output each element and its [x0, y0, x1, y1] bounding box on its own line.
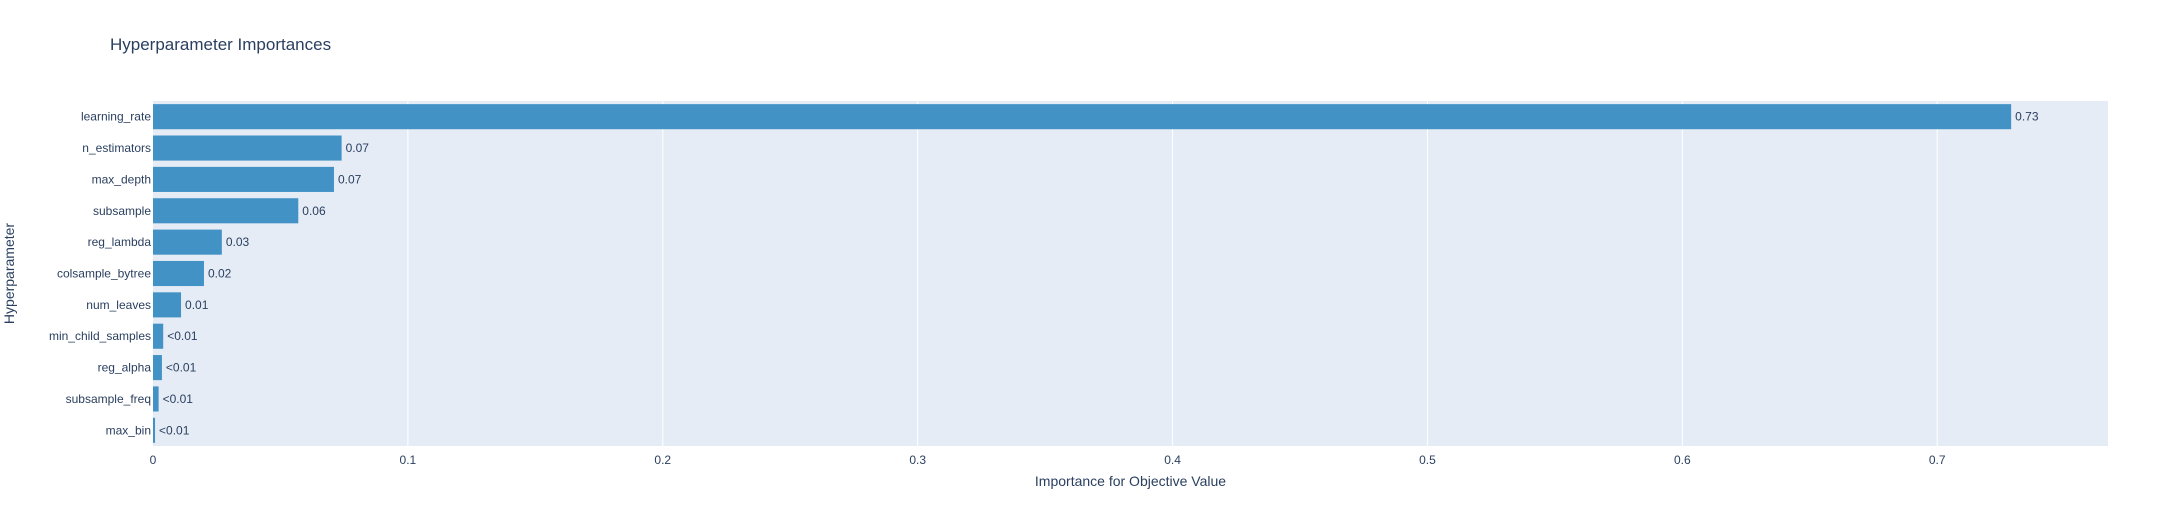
bar-num-leaves: [153, 292, 182, 318]
y-tick-label: num_leaves: [86, 298, 151, 312]
data-label: <0.01: [163, 392, 194, 406]
data-label: <0.01: [166, 361, 197, 375]
bar-min-child-samples: [153, 323, 164, 349]
y-tick-label: reg_alpha: [98, 361, 152, 375]
x-tick-label: 0.5: [1419, 453, 1436, 467]
chart-title: Hyperparameter Importances: [110, 35, 331, 54]
y-tick-label: max_depth: [92, 172, 151, 186]
data-label: 0.02: [208, 267, 232, 281]
data-label: 0.03: [226, 235, 250, 249]
y-tick-label: reg_lambda: [88, 235, 152, 249]
x-tick-label: 0: [150, 453, 157, 467]
plot-background: [153, 101, 2108, 446]
data-label: 0.01: [185, 298, 209, 312]
bar-reg-lambda: [153, 229, 222, 255]
bar-subsample-freq: [153, 386, 159, 412]
gridlines: [407, 101, 1938, 446]
x-tick-label: 0.2: [654, 453, 671, 467]
x-axis-title: Importance for Objective Value: [1035, 473, 1226, 489]
y-tick-label: colsample_bytree: [57, 267, 151, 281]
bars: [153, 104, 2012, 443]
data-label: 0.73: [2015, 110, 2039, 124]
x-tick-label: 0.7: [1929, 453, 1946, 467]
data-label: <0.01: [167, 329, 198, 343]
bar-reg-alpha: [153, 355, 162, 381]
bar-max-bin: [153, 417, 156, 443]
bar-colsample-bytree: [153, 260, 204, 287]
data-label: 0.07: [346, 141, 370, 155]
data-labels: 0.73 0.07 0.07 0.06 0.03 0.02 0.01 <0.01 <0.01 <0…: [159, 110, 2039, 438]
bar-subsample: [153, 198, 299, 224]
y-tick-label: min_child_samples: [49, 329, 151, 343]
y-tick-label: learning_rate: [81, 110, 151, 124]
y-tick-label: subsample: [93, 204, 151, 218]
bar-max-depth: [153, 166, 334, 192]
y-tick-label: subsample_freq: [66, 392, 151, 406]
y-tick-label: n_estimators: [82, 141, 151, 155]
x-axis-ticks: 0 0.1 0.2 0.3 0.4 0.5 0.6 0.7: [150, 453, 1946, 467]
y-axis-title: Hyperparameter: [1, 223, 17, 324]
bar-learning-rate: [153, 104, 2012, 130]
x-tick-label: 0.6: [1674, 453, 1691, 467]
data-label: 0.06: [302, 204, 326, 218]
y-axis-ticks: learning_rate n_estimators max_depthsubsam…: [49, 110, 151, 438]
bar-n-estimators: [153, 135, 342, 161]
y-tick-label: max_bin: [106, 423, 151, 437]
data-label: 0.07: [338, 172, 362, 186]
x-tick-label: 0.1: [400, 453, 417, 467]
x-tick-label: 0.3: [909, 453, 926, 467]
data-label: <0.01: [159, 423, 190, 437]
x-tick-label: 0.4: [1164, 453, 1181, 467]
